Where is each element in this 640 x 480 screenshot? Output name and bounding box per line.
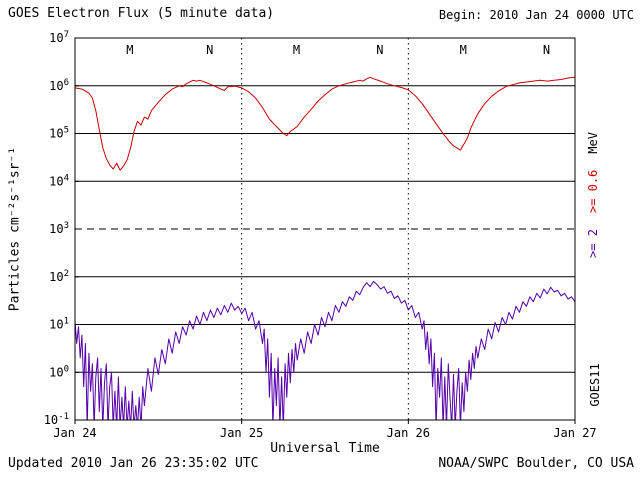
y-axis-label: Particles cm⁻²s⁻¹sr⁻¹ [7, 146, 23, 312]
x-tick-label: Jan 27 [553, 426, 596, 440]
threshold-ge2-label: >= 2 [586, 229, 600, 258]
y-tick-label: 103 [49, 221, 69, 236]
y-tick-label: 107 [49, 30, 69, 45]
local-noon-marker: M [126, 43, 133, 57]
y-tick-label: 106 [49, 78, 69, 93]
mev-unit-label: MeV [586, 132, 600, 154]
plot-frame [74, 37, 576, 421]
right-axis-threshold-labels: >= 2 >= 0.6 MeV [586, 132, 600, 258]
y-tick-label: 104 [49, 173, 69, 188]
x-tick-label: Jan 26 [387, 426, 430, 440]
y-tick-label: 102 [49, 269, 69, 284]
x-axis-label: Universal Time [270, 441, 380, 456]
y-tick-label: 100 [49, 364, 69, 379]
credit-label: NOAA/SWPC Boulder, CO USA [438, 456, 634, 471]
local-midnight-marker: N [206, 43, 213, 57]
y-tick-label: 10-1 [44, 412, 69, 427]
y-tick-label: 101 [49, 317, 69, 332]
x-tick-label: Jan 25 [220, 426, 263, 440]
updated-timestamp: Updated 2010 Jan 26 23:35:02 UTC [8, 456, 259, 471]
begin-time-label: Begin: 2010 Jan 24 0000 UTC [438, 8, 634, 22]
local-noon-marker: M [293, 43, 300, 57]
threshold-ge06-label: >= 0.6 [586, 169, 600, 214]
plot-title: GOES Electron Flux (5 minute data) [8, 6, 275, 21]
local-midnight-marker: N [543, 43, 550, 57]
flux-trace-ge06 [75, 76, 575, 171]
local-midnight-marker: N [376, 43, 383, 57]
flux-trace-ge2 [75, 280, 575, 420]
x-tick-label: Jan 24 [53, 426, 96, 440]
y-tick-label: 105 [49, 126, 69, 141]
local-noon-marker: M [460, 43, 467, 57]
satellite-label: GOES11 [588, 363, 602, 407]
